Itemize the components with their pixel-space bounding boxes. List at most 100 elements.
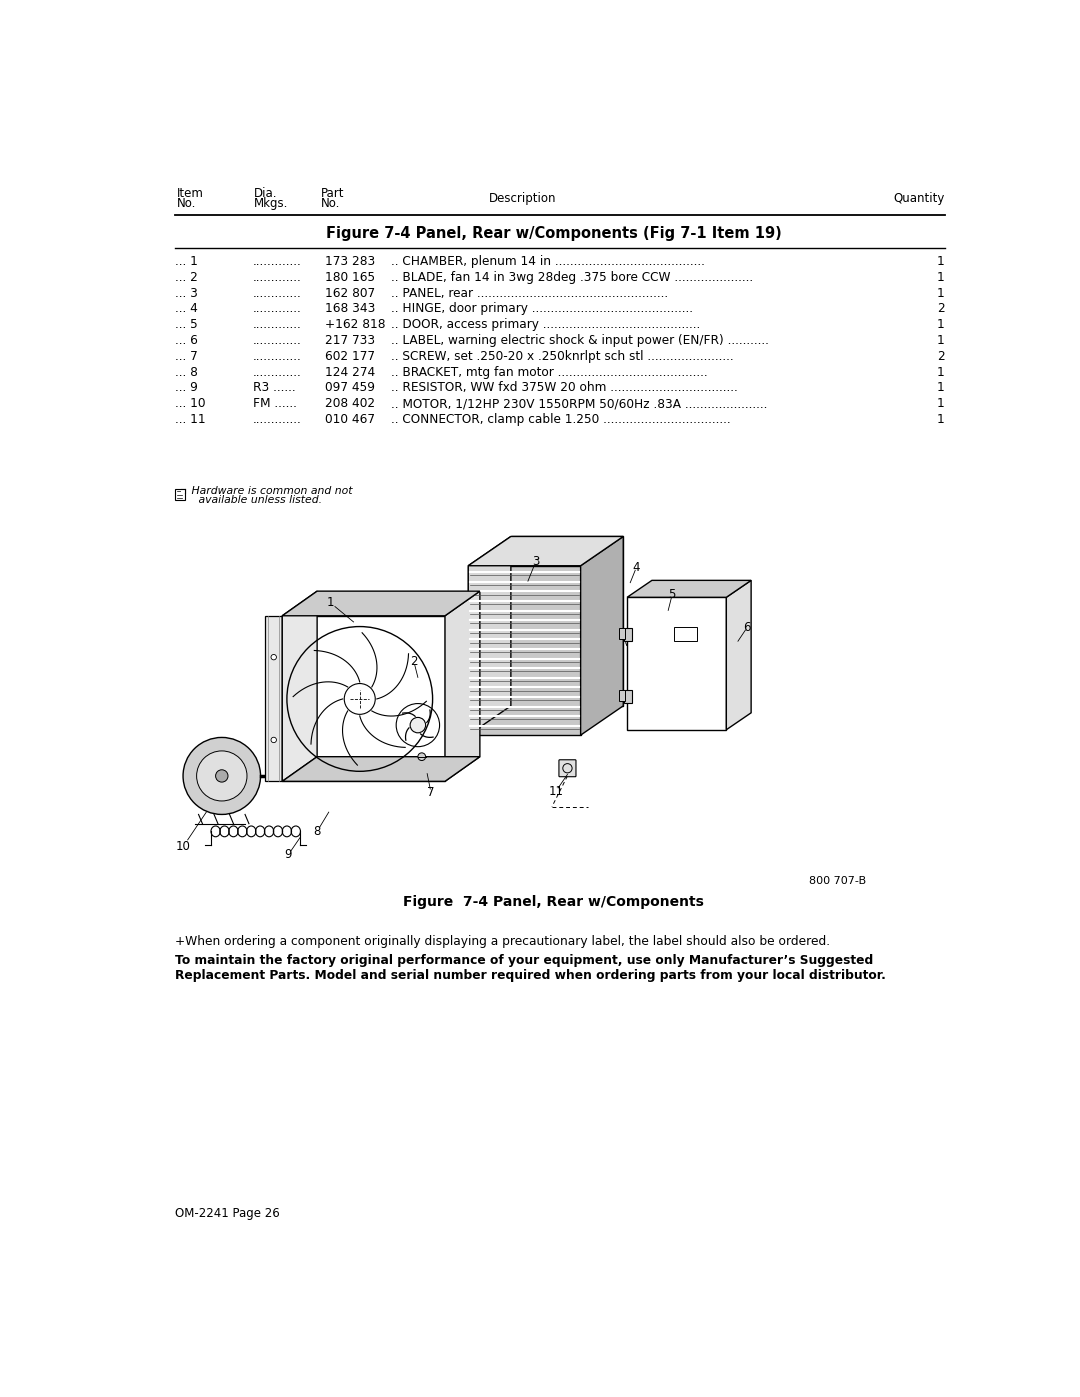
Text: ... 7: ... 7 bbox=[175, 349, 198, 363]
Text: +When ordering a component originally displaying a precautionary label, the labe: +When ordering a component originally di… bbox=[175, 936, 831, 949]
Text: ... 6: ... 6 bbox=[175, 334, 198, 346]
Text: 602 177: 602 177 bbox=[325, 349, 375, 363]
Text: .............: ............. bbox=[253, 271, 301, 284]
FancyBboxPatch shape bbox=[624, 629, 632, 641]
Text: .. DOOR, access primary ..........................................: .. DOOR, access primary ................… bbox=[391, 319, 700, 331]
Text: 162 807: 162 807 bbox=[325, 286, 375, 299]
Text: Figure  7-4 Panel, Rear w/Components: Figure 7-4 Panel, Rear w/Components bbox=[403, 895, 704, 909]
FancyBboxPatch shape bbox=[175, 489, 185, 500]
Text: 1: 1 bbox=[326, 597, 334, 609]
Text: 1: 1 bbox=[937, 397, 945, 411]
Text: 1: 1 bbox=[937, 414, 945, 426]
Text: .. SCREW, set .250-20 x .250knrlpt sch stl .......................: .. SCREW, set .250-20 x .250knrlpt sch s… bbox=[391, 349, 733, 363]
Text: .. BRACKET, mtg fan motor ........................................: .. BRACKET, mtg fan motor ..............… bbox=[391, 366, 707, 379]
Text: 6: 6 bbox=[743, 620, 751, 634]
Text: 124 274: 124 274 bbox=[325, 366, 375, 379]
Text: ... 8: ... 8 bbox=[175, 366, 198, 379]
Text: Dia.: Dia. bbox=[255, 187, 278, 200]
Text: Quantity: Quantity bbox=[893, 193, 945, 205]
Text: 1: 1 bbox=[937, 286, 945, 299]
Text: ... 11: ... 11 bbox=[175, 414, 206, 426]
Text: 10: 10 bbox=[176, 840, 190, 854]
Circle shape bbox=[216, 770, 228, 782]
Text: Item: Item bbox=[177, 187, 204, 200]
FancyBboxPatch shape bbox=[619, 629, 625, 638]
Text: 1: 1 bbox=[937, 256, 945, 268]
Text: available unless listed.: available unless listed. bbox=[188, 495, 322, 504]
Text: Mkgs.: Mkgs. bbox=[255, 197, 288, 210]
Text: .. PANEL, rear ...................................................: .. PANEL, rear .........................… bbox=[391, 286, 667, 299]
Text: .. LABEL, warning electric shock & input power (EN/FR) ...........: .. LABEL, warning electric shock & input… bbox=[391, 334, 769, 346]
Polygon shape bbox=[469, 536, 511, 735]
Text: 208 402: 208 402 bbox=[325, 397, 375, 411]
Text: ... 4: ... 4 bbox=[175, 302, 198, 316]
Text: 800 707-B: 800 707-B bbox=[809, 876, 866, 886]
Ellipse shape bbox=[197, 752, 247, 800]
Text: .............: ............. bbox=[253, 302, 301, 316]
Circle shape bbox=[271, 654, 276, 659]
Text: .............: ............. bbox=[253, 414, 301, 426]
Text: 4: 4 bbox=[633, 560, 640, 574]
Circle shape bbox=[410, 718, 426, 733]
Text: 173 283: 173 283 bbox=[325, 256, 375, 268]
FancyBboxPatch shape bbox=[180, 489, 185, 493]
Polygon shape bbox=[511, 536, 623, 705]
Text: .. HINGE, door primary ...........................................: .. HINGE, door primary .................… bbox=[391, 302, 692, 316]
Text: 217 733: 217 733 bbox=[325, 334, 375, 346]
Text: ... 10: ... 10 bbox=[175, 397, 206, 411]
Text: 7: 7 bbox=[428, 787, 435, 799]
Text: .............: ............. bbox=[253, 366, 301, 379]
FancyBboxPatch shape bbox=[674, 627, 697, 641]
Text: .............: ............. bbox=[253, 319, 301, 331]
Text: To maintain the factory original performance of your equipment, use only Manufac: To maintain the factory original perform… bbox=[175, 954, 874, 967]
Text: Replacement Parts. Model and serial number required when ordering parts from you: Replacement Parts. Model and serial numb… bbox=[175, 970, 887, 982]
Text: OM-2241 Page 26: OM-2241 Page 26 bbox=[175, 1207, 280, 1220]
Text: .. MOTOR, 1/12HP 230V 1550RPM 50/60Hz .83A ......................: .. MOTOR, 1/12HP 230V 1550RPM 50/60Hz .8… bbox=[391, 397, 767, 411]
Polygon shape bbox=[469, 536, 623, 566]
Text: .. RESISTOR, WW fxd 375W 20 ohm ..................................: .. RESISTOR, WW fxd 375W 20 ohm ........… bbox=[391, 381, 738, 394]
Text: 1: 1 bbox=[937, 319, 945, 331]
Text: 2: 2 bbox=[937, 349, 945, 363]
Text: .. CHAMBER, plenum 14 in ........................................: .. CHAMBER, plenum 14 in ...............… bbox=[391, 256, 704, 268]
Text: ... 2: ... 2 bbox=[175, 271, 198, 284]
Polygon shape bbox=[469, 566, 581, 735]
Text: ... 3: ... 3 bbox=[175, 286, 198, 299]
Text: 9: 9 bbox=[285, 848, 293, 861]
Text: No.: No. bbox=[177, 197, 197, 210]
Text: No.: No. bbox=[321, 197, 340, 210]
Polygon shape bbox=[581, 536, 623, 735]
Text: 1: 1 bbox=[937, 271, 945, 284]
Polygon shape bbox=[282, 591, 480, 616]
Text: ... 1: ... 1 bbox=[175, 256, 198, 268]
Circle shape bbox=[271, 738, 276, 743]
Text: FM ......: FM ...... bbox=[253, 397, 297, 411]
Text: R3 ......: R3 ...... bbox=[253, 381, 296, 394]
Text: 5: 5 bbox=[669, 588, 676, 602]
Text: 2: 2 bbox=[410, 655, 418, 669]
Polygon shape bbox=[627, 580, 751, 598]
Polygon shape bbox=[282, 616, 445, 781]
Text: Part: Part bbox=[321, 187, 345, 200]
Text: 3: 3 bbox=[532, 556, 539, 569]
Text: ... 5: ... 5 bbox=[175, 319, 198, 331]
Text: 097 459: 097 459 bbox=[325, 381, 375, 394]
Circle shape bbox=[345, 683, 375, 714]
Text: 8: 8 bbox=[313, 824, 321, 838]
Text: .............: ............. bbox=[253, 349, 301, 363]
Text: 11: 11 bbox=[549, 785, 564, 798]
Polygon shape bbox=[445, 591, 480, 781]
Text: ... 9: ... 9 bbox=[175, 381, 198, 394]
Text: 168 343: 168 343 bbox=[325, 302, 375, 316]
Circle shape bbox=[418, 753, 426, 760]
FancyBboxPatch shape bbox=[619, 690, 625, 701]
Text: .............: ............. bbox=[253, 286, 301, 299]
Ellipse shape bbox=[183, 738, 260, 814]
FancyBboxPatch shape bbox=[266, 616, 282, 781]
Text: Description: Description bbox=[489, 193, 556, 205]
Text: +162 818: +162 818 bbox=[325, 319, 386, 331]
Text: 1: 1 bbox=[937, 381, 945, 394]
FancyBboxPatch shape bbox=[624, 690, 632, 703]
Polygon shape bbox=[282, 591, 318, 781]
Text: Figure 7-4 Panel, Rear w/Components (Fig 7-1 Item 19): Figure 7-4 Panel, Rear w/Components (Fig… bbox=[326, 225, 781, 240]
Text: .............: ............. bbox=[253, 256, 301, 268]
